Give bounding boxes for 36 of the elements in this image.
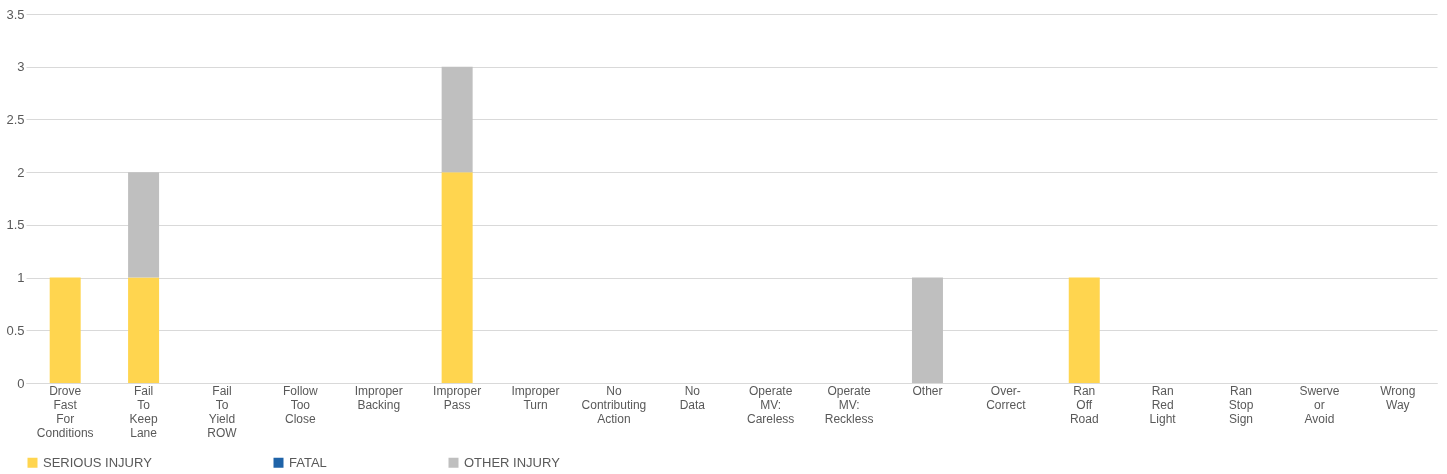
x-tick-label: Fail To Keep Lane xyxy=(129,383,158,440)
y-tick-label: 3.5 xyxy=(6,6,25,22)
legend-label: SERIOUS INJURY xyxy=(43,454,153,470)
x-tick-label: Other xyxy=(912,383,943,398)
y-tick-label: 0.5 xyxy=(6,322,25,338)
y-tick-label: 2 xyxy=(17,164,25,180)
x-tick-label: Operate MV: Careless xyxy=(747,383,795,426)
x-tick-label: Wrong Way xyxy=(1380,383,1416,412)
bar xyxy=(441,172,473,383)
x-tick-label: Ran Red Light xyxy=(1149,383,1177,426)
bar xyxy=(911,277,943,383)
x-tick-label: Improper Backing xyxy=(354,383,403,412)
x-tick-label: Operate MV: Reckless xyxy=(824,383,874,426)
x-tick-label: Swerve or Avoid xyxy=(1299,383,1340,426)
y-tick-label: 2.5 xyxy=(6,111,25,127)
x-tick-label: Ran Stop Sign xyxy=(1228,383,1254,426)
y-tick-label: 3 xyxy=(17,59,25,75)
bar xyxy=(128,172,160,278)
x-tick-label: Ran Off Road xyxy=(1069,383,1099,426)
y-tick-label: 1 xyxy=(17,270,25,286)
x-tick-label: Over-Correct xyxy=(986,383,1027,412)
legend-label: FATAL xyxy=(289,454,327,470)
bar xyxy=(441,66,473,173)
y-tick-label: 0 xyxy=(17,375,25,391)
y-tick-label: 1.5 xyxy=(6,217,25,233)
x-tick-label: Follow Too Close xyxy=(283,383,319,426)
bar xyxy=(49,277,81,383)
x-tick-label: Fail To Yield ROW xyxy=(207,383,238,440)
x-tick-label: Improper Pass xyxy=(433,383,482,412)
legend-label: OTHER INJURY xyxy=(464,454,561,470)
x-tick-label: Drove Fast For Conditions xyxy=(36,383,94,440)
x-tick-label: No Contributing Action xyxy=(581,383,647,426)
bar xyxy=(1068,277,1100,383)
x-tick-label: Improper Turn xyxy=(511,383,560,412)
bar xyxy=(128,277,160,383)
x-tick-label: No Data xyxy=(679,383,706,412)
